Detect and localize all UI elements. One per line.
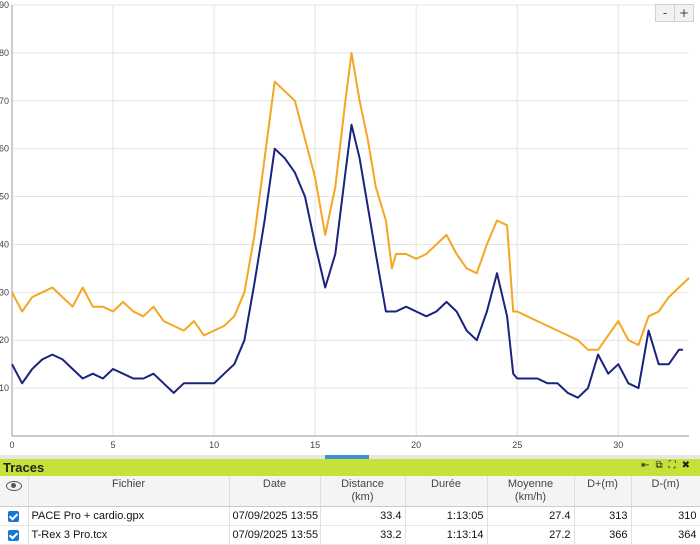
file-cell: PACE Pro + cardio.gpx	[28, 506, 230, 526]
column-header-dminus[interactable]: D-(m)	[631, 476, 700, 507]
x-tick-label: 20	[411, 440, 421, 450]
dminus-cell: 364	[631, 525, 700, 545]
table-row[interactable]: PACE Pro + cardio.gpx 07/09/2025 13:55 3…	[0, 506, 700, 526]
y-tick-label: 70	[0, 96, 9, 106]
column-header-average[interactable]: Moyenne (km/h)	[487, 476, 575, 507]
dplus-cell: 313	[574, 506, 632, 526]
distance-cell: 33.2	[320, 525, 406, 545]
y-tick-label: 80	[0, 48, 9, 58]
panel-splitter[interactable]	[0, 455, 700, 459]
x-tick-label: 5	[111, 440, 116, 450]
column-header-file[interactable]: Fichier	[28, 476, 230, 507]
x-tick-label: 10	[209, 440, 219, 450]
date-cell: 07/09/2025 13:55	[229, 506, 321, 526]
chart-svg: 0 5 10 15 20 25 30 10 20 30 40 50 60 70 80 90	[0, 0, 690, 450]
x-tick-label: 30	[613, 440, 623, 450]
restore-icon[interactable]: ⧉	[655, 460, 663, 471]
zoom-in-button[interactable]: +	[674, 5, 693, 21]
zoom-out-button[interactable]: -	[662, 6, 668, 20]
dminus-cell: 310	[631, 506, 700, 526]
average-cell: 27.4	[487, 506, 575, 526]
date-cell: 07/09/2025 13:55	[229, 525, 321, 545]
speed-chart[interactable]: 0 5 10 15 20 25 30 10 20 30 40 50 60 70 80 90 - +	[0, 0, 700, 455]
series-line-0	[11, 51, 690, 351]
row-visibility-cell	[0, 525, 29, 545]
x-tick-label: 0	[9, 440, 14, 450]
column-header-date[interactable]: Date	[229, 476, 321, 507]
average-cell: 27.2	[487, 525, 575, 545]
expand-icon[interactable]: ⛶	[668, 460, 676, 471]
collapse-icon[interactable]: ⇤	[641, 460, 650, 471]
close-icon[interactable]: ✖	[681, 460, 690, 471]
panel-header: Traces ⇤ ⧉ ⛶ ✖	[0, 459, 700, 476]
x-tick-label: 25	[512, 440, 522, 450]
column-header-distance[interactable]: Distance (km)	[320, 476, 406, 507]
visibility-checkbox[interactable]	[8, 529, 20, 541]
column-header-duration[interactable]: Durée	[405, 476, 488, 507]
file-cell: T-Rex 3 Pro.tcx	[28, 525, 230, 545]
y-tick-label: 20	[0, 335, 9, 345]
y-tick-label: 50	[0, 192, 9, 202]
distance-cell: 33.4	[320, 506, 406, 526]
eye-icon	[5, 481, 22, 491]
x-tick-label: 15	[310, 440, 320, 450]
splitter-grip[interactable]	[325, 455, 369, 459]
row-visibility-cell	[0, 506, 29, 526]
y-tick-label: 10	[0, 383, 9, 393]
table-row[interactable]: T-Rex 3 Pro.tcx 07/09/2025 13:55 33.2 1:…	[0, 525, 700, 545]
traces-table: Fichier Date Distance (km) Durée Moyenne(…	[0, 476, 700, 545]
dplus-cell: 366	[574, 525, 632, 545]
y-tick-label: 90	[0, 0, 9, 10]
duration-cell: 1:13:14	[405, 525, 488, 545]
y-tick-label: 40	[0, 239, 9, 249]
visibility-checkbox[interactable]	[8, 510, 20, 522]
column-header-dplus[interactable]: D+(m)	[574, 476, 632, 507]
visibility-column-header[interactable]	[0, 476, 29, 507]
series-line-1	[11, 123, 683, 399]
panel-title: Traces	[3, 460, 45, 475]
zoom-controls: - +	[655, 4, 694, 22]
panel-icons: ⇤ ⧉ ⛶ ✖	[641, 460, 690, 471]
traces-panel: Traces ⇤ ⧉ ⛶ ✖ Fichier Date Distance (km)…	[0, 459, 700, 545]
y-tick-label: 60	[0, 144, 9, 154]
table-header-row: Fichier Date Distance (km) Durée Moyenne(…	[0, 476, 700, 507]
duration-cell: 1:13:05	[405, 506, 488, 526]
y-tick-label: 30	[0, 287, 9, 297]
